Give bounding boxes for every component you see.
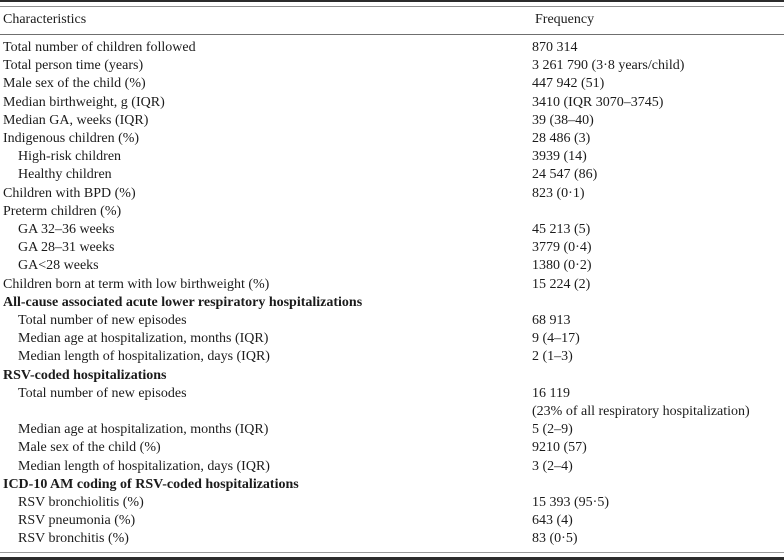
table-row: Median GA, weeks (IQR) 39 (38–40) xyxy=(3,112,784,130)
row-label: Preterm children (%) xyxy=(3,203,122,219)
row-value: 447 942 (51) xyxy=(532,76,605,92)
row-value xyxy=(532,294,784,312)
table-row: Total number of children followed 870 314 xyxy=(3,39,784,57)
table-row: RSV bronchitis (%) 83 (0·5) xyxy=(3,530,784,548)
row-label: Median length of hospitalization, days (… xyxy=(18,458,270,474)
table-row: Median length of hospitalization, days (… xyxy=(3,348,784,366)
table-row: ICD-10 AM coding of RSV-coded hospitaliz… xyxy=(3,476,784,494)
row-label: Total person time (years) xyxy=(3,58,144,74)
row-label: ICD-10 AM coding of RSV-coded hospitaliz… xyxy=(3,476,299,492)
row-value: 870 314 xyxy=(532,40,578,55)
table-row: Male sex of the child (%) 9210 (57) xyxy=(3,439,784,457)
row-label: Children with BPD (%) xyxy=(3,185,136,201)
row-value xyxy=(532,476,784,494)
row-value: 3779 (0·4) xyxy=(532,240,592,256)
row-value: 68 913 xyxy=(532,313,571,329)
table-body: Total number of children followed 870 314… xyxy=(0,35,784,549)
row-label xyxy=(3,403,532,421)
row-value: 15 393 (95·5) xyxy=(532,495,609,511)
row-label: GA 28–31 weeks xyxy=(18,240,115,256)
row-label: Median GA, weeks (IQR) xyxy=(3,112,149,128)
row-value: 24 547 (86) xyxy=(532,167,598,183)
row-value: 823 (0·1) xyxy=(532,185,585,201)
row-value: 5 (2–9) xyxy=(532,422,573,438)
row-label: Median age at hospitalization, months (I… xyxy=(18,422,269,438)
row-label: Total number of new episodes xyxy=(18,313,187,329)
row-value: 3939 (14) xyxy=(532,149,587,165)
row-label: RSV-coded hospitalizations xyxy=(3,367,167,383)
row-label: GA<28 weeks xyxy=(18,258,99,274)
table-bottom-rule xyxy=(0,551,784,560)
table-row: GA<28 weeks 1380 (0·2) xyxy=(3,257,784,275)
row-value: 28 486 (3) xyxy=(532,131,591,147)
column-header-frequency: Frequency xyxy=(535,12,595,27)
row-value: (23% of all respiratory hospitalization) xyxy=(532,404,750,420)
table-row: Children born at term with low birthweig… xyxy=(3,276,784,294)
row-label: Male sex of the child (%) xyxy=(3,76,146,92)
row-label: Median birthweight, g (IQR) xyxy=(3,94,165,110)
row-value: 3 (2–4) xyxy=(532,458,573,474)
row-value: 3 261 790 (3·8 years/child) xyxy=(532,58,685,74)
table-row: Male sex of the child (%) 447 942 (51) xyxy=(3,75,784,93)
row-label: All-cause associated acute lower respira… xyxy=(3,294,363,310)
row-label: Total number of new episodes xyxy=(18,385,187,401)
row-value: 15 224 (2) xyxy=(532,276,591,292)
table-row: Children with BPD (%) 823 (0·1) xyxy=(3,185,784,203)
column-header-characteristics: Characteristics xyxy=(3,12,87,27)
row-value: 3410 (IQR 3070–3745) xyxy=(532,94,664,110)
table-top-rule xyxy=(0,0,784,7)
row-label: Median length of hospitalization, days (… xyxy=(18,349,270,365)
table-row: GA 28–31 weeks 3779 (0·4) xyxy=(3,239,784,257)
table-row: RSV bronchiolitis (%) 15 393 (95·5) xyxy=(3,494,784,512)
table-row: Total number of new episodes 16 119 xyxy=(3,385,784,403)
row-value: 16 119 xyxy=(532,385,570,401)
row-label: GA 32–36 weeks xyxy=(18,222,115,238)
table-row: Median length of hospitalization, days (… xyxy=(3,458,784,476)
row-label: Male sex of the child (%) xyxy=(18,440,161,456)
table-header: Characteristics Frequency xyxy=(0,7,784,35)
table-row: RSV-coded hospitalizations xyxy=(3,367,784,385)
row-value: 9 (4–17) xyxy=(532,331,580,347)
table-row: GA 32–36 weeks 45 213 (5) xyxy=(3,221,784,239)
table-row: Total person time (years) 3 261 790 (3·8 … xyxy=(3,57,784,75)
row-label: RSV bronchitis (%) xyxy=(18,531,129,547)
table-row: Median age at hospitalization, months (I… xyxy=(3,421,784,439)
table-row: All-cause associated acute lower respira… xyxy=(3,294,784,312)
row-value xyxy=(532,203,784,221)
table-row: Indigenous children (%) 28 486 (3) xyxy=(3,130,784,148)
row-value: 83 (0·5) xyxy=(532,531,578,547)
row-label: Median age at hospitalization, months (I… xyxy=(18,331,269,347)
row-value: 643 (4) xyxy=(532,513,573,529)
row-value: 39 (38–40) xyxy=(532,112,594,128)
row-value: 45 213 (5) xyxy=(532,222,591,238)
row-label: High-risk children xyxy=(18,149,122,165)
row-value: 2 (1–3) xyxy=(532,349,573,365)
table-row: Healthy children 24 547 (86) xyxy=(3,166,784,184)
table-row: (23% of all respiratory hospitalization) xyxy=(3,403,784,421)
row-label: Healthy children xyxy=(18,167,112,183)
table-row: Total number of new episodes 68 913 xyxy=(3,312,784,330)
row-label: Total number of children followed xyxy=(3,40,196,55)
table-row: Preterm children (%) xyxy=(3,203,784,221)
table-row: Median age at hospitalization, months (I… xyxy=(3,330,784,348)
table-row: Median birthweight, g (IQR) 3410 (IQR 307… xyxy=(3,94,784,112)
row-value: 1380 (0·2) xyxy=(532,258,592,274)
row-label: Indigenous children (%) xyxy=(3,131,140,147)
row-value xyxy=(532,367,784,385)
row-label: RSV bronchiolitis (%) xyxy=(18,495,144,511)
row-label: RSV pneumonia (%) xyxy=(18,513,136,529)
table-row: High-risk children 3939 (14) xyxy=(3,148,784,166)
row-value: 9210 (57) xyxy=(532,440,587,456)
table-row: RSV pneumonia (%) 643 (4) xyxy=(3,512,784,530)
row-label: Children born at term with low birthweig… xyxy=(3,276,270,292)
